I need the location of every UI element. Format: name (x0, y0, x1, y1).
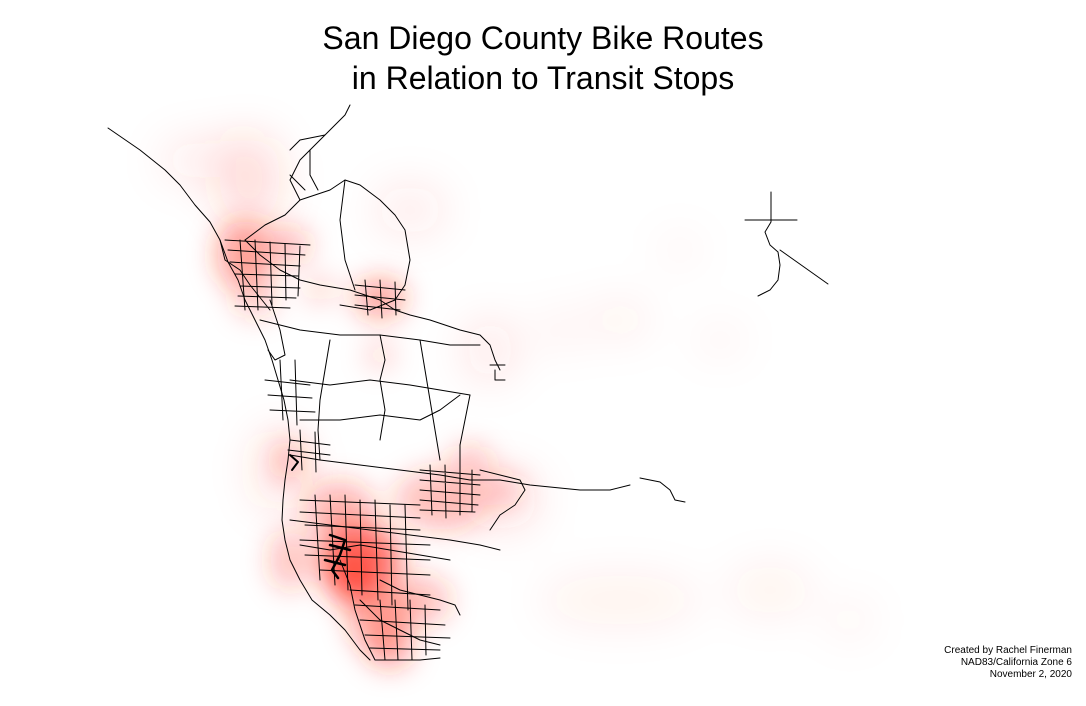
inland-route (317, 339, 331, 461)
inland-route (359, 599, 441, 646)
route-grid-cluster (349, 589, 451, 651)
transit-heatmap-layer (160, 135, 875, 668)
inland-route (299, 394, 461, 421)
route-grid-cluster (287, 429, 331, 473)
bike-routes-layer (107, 104, 686, 661)
heat-spot (276, 442, 304, 478)
inland-route (289, 104, 351, 201)
heat-spot (306, 278, 334, 302)
heat-spot (217, 220, 273, 290)
heat-spot (590, 300, 650, 340)
heat-spot (160, 140, 240, 180)
heat-spot (450, 446, 490, 474)
inland-route (244, 199, 301, 241)
heat-spot (465, 320, 515, 380)
route-grid-cluster (379, 599, 427, 661)
inland-route (339, 559, 441, 661)
inland-route (339, 179, 356, 291)
heat-spot (730, 565, 810, 615)
heat-spot (330, 555, 370, 605)
inland-route (289, 149, 319, 191)
credit-projection: NAD83/California Zone 6 (960, 657, 1072, 668)
inland-route (379, 334, 386, 441)
east-route (757, 191, 781, 297)
inland-route (479, 469, 526, 531)
inland-route (639, 477, 686, 503)
downtown-core (323, 533, 352, 580)
inland-route (244, 239, 501, 371)
heat-spot (375, 185, 445, 235)
downtown-core (289, 454, 299, 471)
inland-route (219, 239, 271, 311)
inland-route (419, 339, 441, 461)
inland-route (267, 299, 286, 361)
coastal-route (107, 127, 371, 661)
route-grid-cluster (314, 494, 409, 611)
route-grid-cluster (264, 359, 316, 426)
inland-route (289, 379, 471, 396)
heat-spot (368, 632, 412, 668)
credit-date: November 2, 2020 (989, 669, 1072, 680)
inland-route (339, 284, 406, 311)
heat-spot (540, 575, 700, 625)
inland-route (459, 394, 471, 471)
inland-route (289, 454, 631, 491)
heat-spot (660, 235, 700, 265)
route-grid-cluster (239, 239, 301, 311)
heat-spot (695, 325, 745, 355)
map-credits: Created by Rachel Finerman NAD83/Califor… (944, 645, 1072, 681)
heat-spot (390, 575, 450, 625)
inland-route (289, 134, 411, 286)
heat-spot (366, 341, 394, 369)
east-route (779, 249, 829, 285)
heat-spot (535, 310, 585, 350)
inland-route (259, 319, 481, 346)
map-title-line-2: in Relation to Transit Stops (351, 60, 735, 96)
route-grid-cluster (419, 464, 481, 519)
inland-route (289, 519, 501, 551)
heat-spot (395, 470, 485, 530)
inland-route (299, 544, 451, 561)
east-county-routes (744, 191, 829, 297)
route-grid-cluster (354, 279, 406, 319)
map-title: San Diego County Bike Routes in Relation… (0, 18, 1086, 98)
heat-spot (825, 600, 875, 640)
route-grid-cluster (224, 239, 311, 309)
inland-route (489, 364, 506, 381)
credit-author: Created by Rachel Finerman (944, 645, 1072, 656)
inland-route (379, 579, 461, 616)
map-title-line-1: San Diego County Bike Routes (322, 20, 764, 56)
